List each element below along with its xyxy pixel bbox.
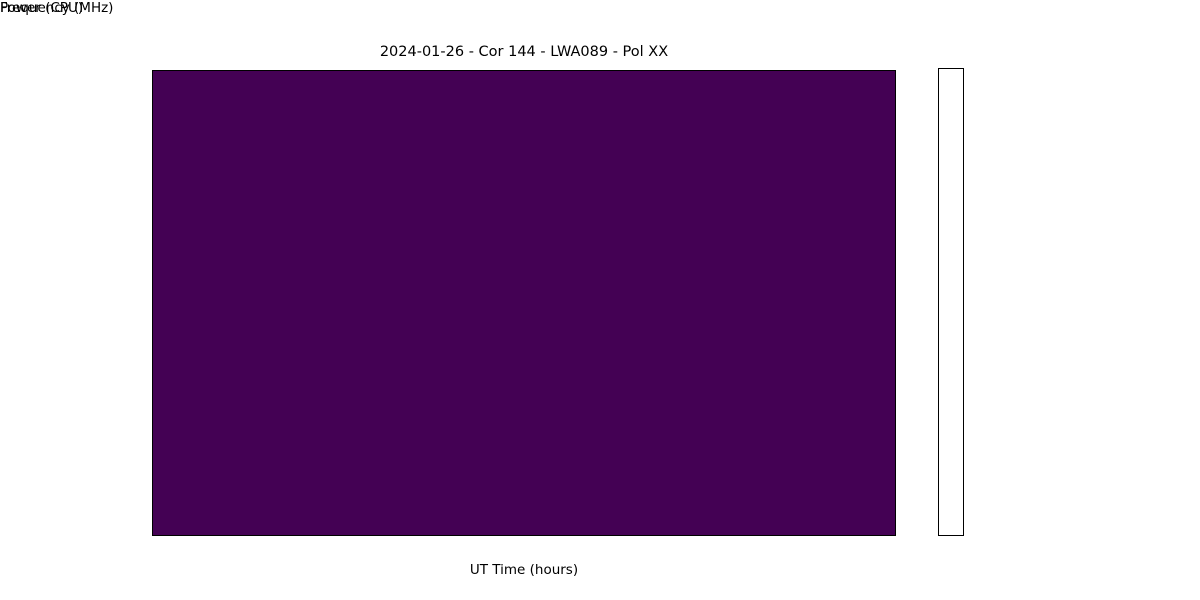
page-title: 2024-01-26 - Cor 144 - LWA089 - Pol XX [379,44,669,60]
colorbar-label: Power (CPU) [0,0,84,16]
spectrogram-image [153,71,895,535]
y-axis-label: Frequency (MHz) [0,0,114,16]
colorbar-axes [938,68,964,536]
x-axis-label: UT Time (hours) [469,562,579,578]
colorbar-gradient [939,69,963,535]
spectrogram-axes [152,70,896,536]
